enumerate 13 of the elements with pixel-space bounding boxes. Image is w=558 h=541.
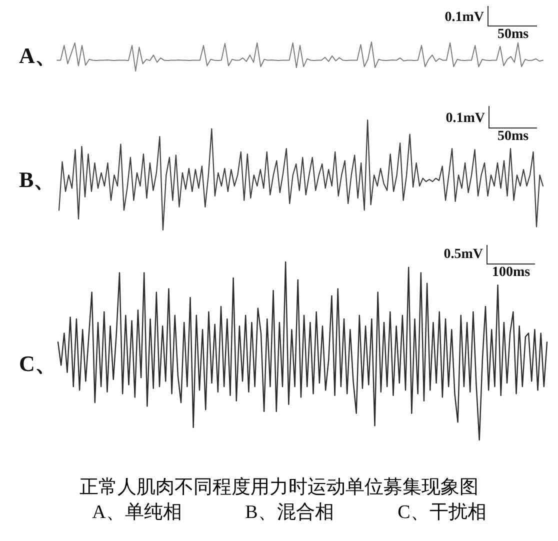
annotation: 50ms: [497, 27, 530, 42]
panel-label: B、: [19, 167, 56, 192]
text: C、干扰相: [398, 502, 486, 523]
annotation: 0.5mV: [444, 247, 483, 262]
annotation: 50ms: [497, 129, 530, 144]
annotation: 100ms: [492, 265, 531, 280]
annotation: 0.1mV: [446, 111, 485, 126]
text: 正常人肌肉不同程度用力时运动单位募集现象图: [80, 476, 478, 498]
panel-label: C、: [19, 351, 57, 376]
text: A、单纯相: [92, 502, 182, 523]
panel-label: A、: [19, 43, 57, 68]
text: B、混合相: [245, 502, 334, 523]
text: 0.1mV: [444, 10, 484, 25]
